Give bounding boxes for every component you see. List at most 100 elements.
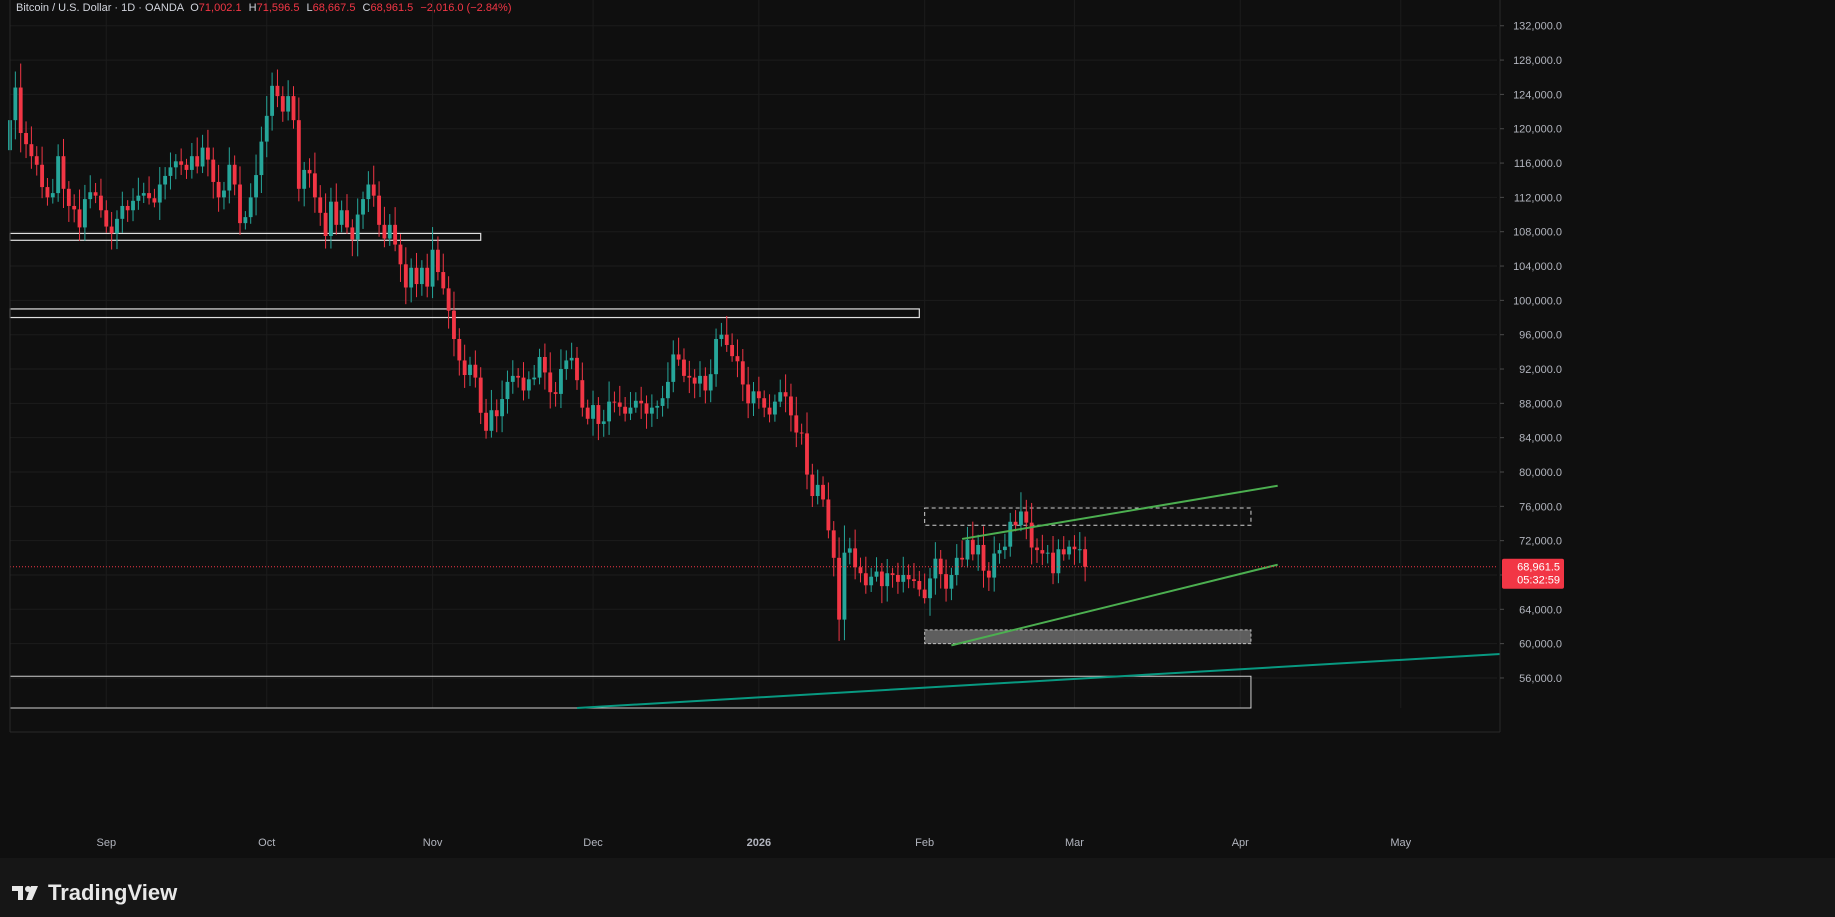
candle-body xyxy=(302,169,307,189)
price-tag-countdown: 05:32:59 xyxy=(1517,575,1560,587)
low-value: 68,667.5 xyxy=(312,2,356,14)
chart-area[interactable]: 56,000.060,000.064,000.068,000.072,000.0… xyxy=(0,0,1835,858)
candle-body xyxy=(671,354,676,382)
candle-body xyxy=(66,188,71,206)
candle-body xyxy=(724,334,729,345)
candle-body xyxy=(1067,546,1072,555)
candle-body xyxy=(639,400,644,404)
candle-body xyxy=(18,87,23,134)
candle-body xyxy=(863,573,868,586)
candle-body xyxy=(264,115,269,142)
candle-body xyxy=(703,375,708,391)
candle-body xyxy=(88,192,93,200)
high-label: H xyxy=(248,2,257,14)
candle-body xyxy=(794,415,799,433)
candle-body xyxy=(136,195,141,201)
candle-body xyxy=(997,550,1002,554)
candle-body xyxy=(676,354,681,360)
candle-body xyxy=(56,156,61,194)
candle-body xyxy=(425,267,430,287)
candle-body xyxy=(633,400,638,408)
candle-body xyxy=(751,391,756,404)
candle-body xyxy=(644,403,649,414)
candlestick-chart[interactable]: 56,000.060,000.064,000.068,000.072,000.0… xyxy=(0,0,1835,858)
candle-body xyxy=(99,195,103,211)
candle-body xyxy=(906,574,911,580)
candle-body xyxy=(692,377,697,384)
candle-body xyxy=(414,267,419,285)
candle-body xyxy=(548,372,553,393)
candle-body xyxy=(1083,549,1088,567)
candle-body xyxy=(468,364,472,376)
candle-body xyxy=(922,589,927,599)
candle-body xyxy=(660,398,665,406)
candle-body xyxy=(216,181,221,198)
candle-body xyxy=(847,548,852,553)
candle-body xyxy=(393,224,398,245)
candle-body xyxy=(772,401,777,415)
candle-body xyxy=(387,224,392,239)
price-tick-label: 112,000.0 xyxy=(1514,192,1562,204)
candle-body xyxy=(131,200,135,211)
candle-body xyxy=(168,167,173,176)
candle-body xyxy=(607,401,612,422)
candle-body xyxy=(29,144,34,157)
candle-body xyxy=(698,375,702,384)
candle-body xyxy=(1061,549,1066,555)
candle-body xyxy=(665,381,670,399)
candle-body xyxy=(473,364,478,378)
zone-box-dashed xyxy=(924,507,1252,526)
candle-body xyxy=(853,548,858,568)
candle-body xyxy=(965,539,970,560)
candle-body xyxy=(682,359,686,376)
candle-body xyxy=(243,217,248,224)
candle-body xyxy=(430,249,435,287)
candle-body xyxy=(1051,552,1055,574)
candle-body xyxy=(805,433,809,475)
time-tick-label: May xyxy=(1390,837,1411,849)
candle-body xyxy=(323,212,328,236)
candle-body xyxy=(478,377,483,413)
candle-body xyxy=(837,557,842,620)
candle-body xyxy=(1013,521,1018,526)
candle-body xyxy=(452,310,456,339)
candle-body xyxy=(960,557,965,560)
candle-body xyxy=(976,544,981,555)
candle-body xyxy=(655,405,660,408)
candle-body xyxy=(1024,511,1029,523)
candle-body xyxy=(842,552,847,620)
candle-body xyxy=(505,381,510,400)
zone-box-filled xyxy=(924,629,1252,645)
tradingview-logo[interactable]: TradingView xyxy=(12,880,177,906)
zone-box xyxy=(9,308,920,319)
candle-body xyxy=(457,338,462,361)
price-tick-label: 120,000.0 xyxy=(1513,124,1562,136)
candle-body xyxy=(954,557,959,575)
candle-body xyxy=(815,484,820,497)
candle-body xyxy=(254,175,258,198)
candle-body xyxy=(687,375,692,378)
high-value: 71,596.5 xyxy=(256,2,300,14)
candle-body xyxy=(628,407,633,414)
candle-body xyxy=(500,399,505,417)
candle-body xyxy=(516,375,521,378)
candle-body xyxy=(45,187,50,198)
candle-body xyxy=(259,141,264,176)
candle-body xyxy=(152,198,157,203)
candle-body xyxy=(40,164,45,188)
time-tick-label: Mar xyxy=(1065,837,1084,849)
candle-body xyxy=(821,484,825,500)
candle-body xyxy=(799,432,804,434)
candle-body xyxy=(179,161,184,165)
candle-body xyxy=(933,558,938,579)
candle-body xyxy=(970,539,975,555)
candle-body xyxy=(623,406,628,414)
candle-body xyxy=(874,571,879,577)
tradingview-mark-icon xyxy=(12,886,38,900)
candle-body xyxy=(1072,546,1077,550)
open-label: O xyxy=(190,2,199,14)
candle-body xyxy=(649,407,654,414)
candle-body xyxy=(735,356,740,362)
candle-body xyxy=(719,334,724,339)
candle-body xyxy=(890,573,895,575)
